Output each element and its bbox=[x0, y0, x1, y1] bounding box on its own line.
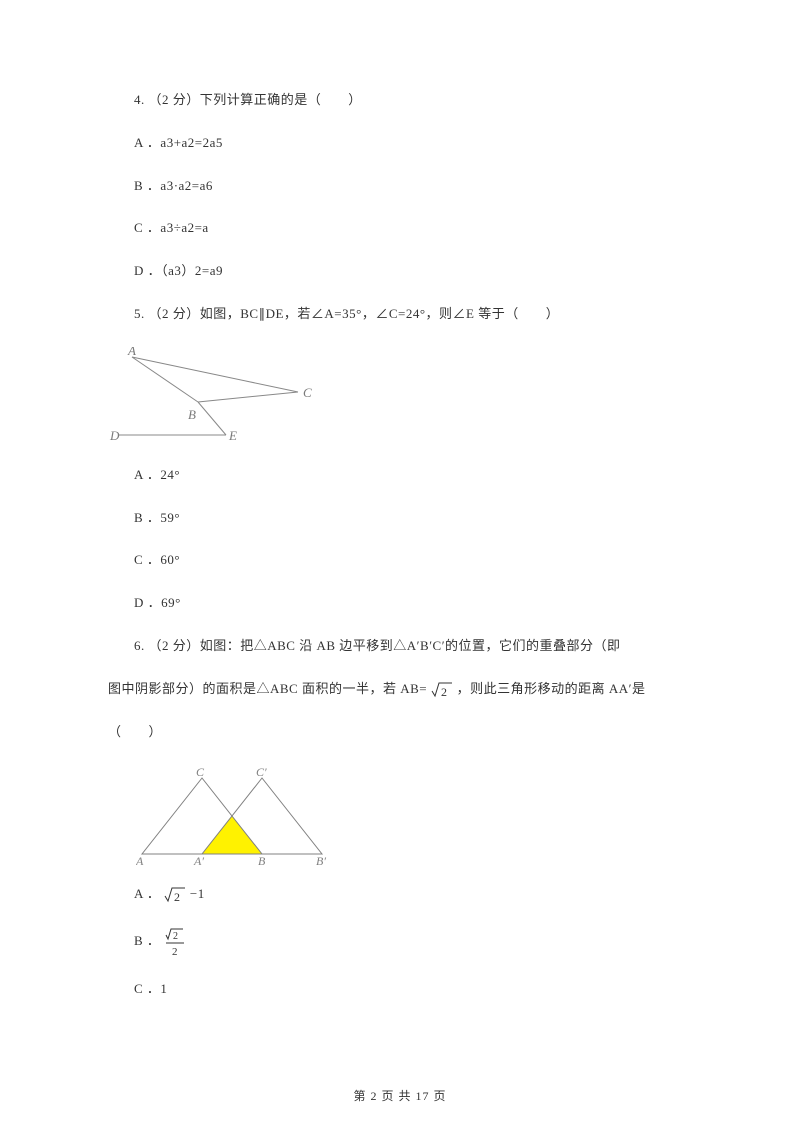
q4-opt-a: A ．a3+a2=2a5 bbox=[108, 133, 692, 154]
q6-opt-c: C ．1 bbox=[108, 979, 692, 1000]
sqrt2-icon: 2 bbox=[431, 681, 453, 699]
q6-label-cp: C′ bbox=[256, 766, 267, 779]
q6-label-ap: A′ bbox=[193, 854, 204, 866]
q6-label-b: B bbox=[258, 854, 266, 866]
q5-label-c: C bbox=[303, 385, 312, 400]
q6-stem-line1: 6. （2 分）如图：把△ABC 沿 AB 边平移到△A′B′C′的位置，它们的… bbox=[108, 636, 692, 657]
q5-label-d: D bbox=[109, 428, 120, 443]
q5-opt-d: D ．69° bbox=[108, 593, 692, 614]
q6-stem-mid-after: ，则此三角形移动的距离 AA′是 bbox=[457, 681, 646, 696]
q6-opt-b: B ． 2 2 bbox=[108, 927, 692, 957]
q5-label-e: E bbox=[228, 428, 237, 443]
q5-opt-a: A ．24° bbox=[108, 465, 692, 486]
q4-opt-d: D ．（a3）2=a9 bbox=[108, 261, 692, 282]
q6-opt-a-before: A ． bbox=[134, 886, 160, 901]
q5-stem: 5. （2 分）如图，BC∥DE，若∠A=35°，∠C=24°，则∠E 等于（ … bbox=[108, 304, 692, 325]
q5-label-b: B bbox=[188, 407, 196, 422]
q4-opt-b: B ．a3·a2=a6 bbox=[108, 176, 692, 197]
svg-text:2: 2 bbox=[173, 931, 179, 942]
sqrt2-icon: 2 bbox=[164, 886, 186, 904]
q6-opt-a-after: −1 bbox=[190, 886, 205, 901]
svg-text:2: 2 bbox=[441, 685, 448, 699]
q6-stem-mid-before: 图中阴影部分）的面积是△ABC 面积的一半，若 AB= bbox=[108, 681, 431, 696]
q5-label-a: A bbox=[127, 347, 136, 358]
q6-label-c: C bbox=[196, 766, 205, 779]
q6-label-bp: B′ bbox=[316, 854, 326, 866]
q4-opt-c: C ．a3÷a2=a bbox=[108, 218, 692, 239]
q6-stem-line2: 图中阴影部分）的面积是△ABC 面积的一半，若 AB= 2 ，则此三角形移动的距… bbox=[108, 679, 692, 700]
svg-text:2: 2 bbox=[174, 890, 181, 904]
q6-stem-line3: （ ） bbox=[108, 722, 692, 743]
q6-opt-a: A ． 2 −1 bbox=[108, 884, 692, 905]
svg-text:2: 2 bbox=[172, 946, 178, 957]
page-footer: 第 2 页 共 17 页 bbox=[0, 1087, 800, 1104]
q5-figure: A B C D E bbox=[108, 347, 692, 447]
q4-stem: 4. （2 分）下列计算正确的是（ ） bbox=[108, 90, 692, 111]
q6-opt-b-before: B ． bbox=[134, 933, 160, 948]
sqrt2-over-2-icon: 2 2 bbox=[164, 927, 186, 957]
q5-opt-b: B ．59° bbox=[108, 508, 692, 529]
q6-label-a: A bbox=[136, 854, 144, 866]
q6-figure: A A′ B B′ C C′ bbox=[136, 766, 692, 866]
q5-opt-c: C ．60° bbox=[108, 550, 692, 571]
